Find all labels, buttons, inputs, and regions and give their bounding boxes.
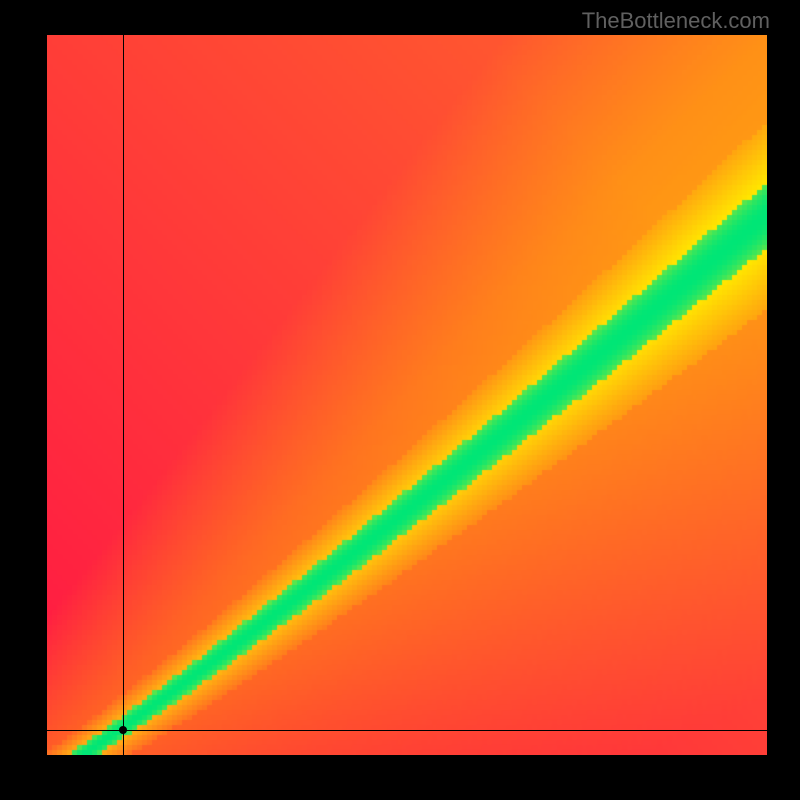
crosshair-vertical (123, 35, 124, 755)
crosshair-marker[interactable] (119, 726, 127, 734)
watermark-label: TheBottleneck.com (582, 8, 770, 34)
heatmap-canvas (47, 35, 767, 755)
heatmap-plot (47, 35, 767, 755)
crosshair-horizontal (47, 730, 767, 731)
